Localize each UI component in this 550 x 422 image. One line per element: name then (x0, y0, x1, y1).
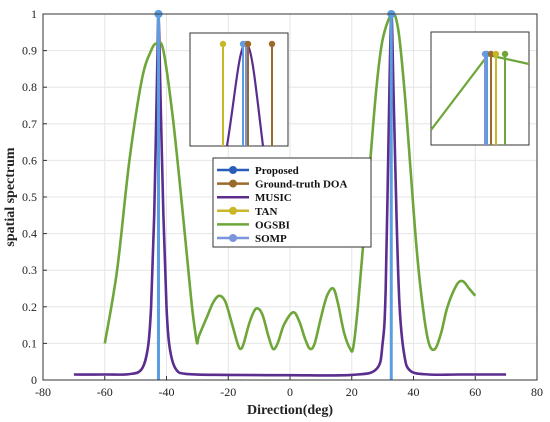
inset-tan-marker (219, 40, 227, 48)
x-tick-label: 20 (346, 385, 358, 399)
y-tick-label: 1 (31, 7, 37, 21)
x-tick-label: 80 (531, 385, 543, 399)
y-tick-label: 0.8 (22, 80, 37, 94)
legend-marker (229, 179, 237, 188)
x-tick-label: -20 (220, 385, 236, 399)
inset-ogsbi-marker (501, 50, 509, 58)
legend-box (212, 157, 372, 248)
y-tick-label: 0.6 (22, 153, 37, 167)
legend-label-proposed: Proposed (255, 165, 299, 177)
stem-layer (154, 10, 396, 380)
inset-ground-truth-doa-marker (487, 50, 495, 58)
zoom-inset-right-peak (430, 31, 530, 146)
y-tick-label: 0.9 (22, 44, 37, 58)
x-tick-label: 60 (469, 385, 481, 399)
y-tick-label: 0 (31, 373, 37, 387)
x-tick-label: 0 (287, 385, 293, 399)
x-axis-label: Direction(deg) (247, 403, 333, 418)
x-tick-label: -40 (159, 385, 175, 399)
x-tick-labels: -80 -60 -40 -20 0 20 40 60 80 (35, 385, 543, 399)
plot-frame (42, 13, 538, 381)
y-tick-label: 0.2 (22, 300, 37, 314)
legend-marker (229, 234, 237, 242)
ogsbi-curve (103, 12, 477, 353)
x-tick-label: -80 (35, 385, 51, 399)
x-tick-label: -60 (97, 385, 113, 399)
inset-tan-marker (492, 50, 500, 58)
inset-frame (189, 32, 289, 147)
series-layer (73, 12, 507, 377)
legend-marker (229, 166, 237, 174)
inset-ground-truth-doa-marker (244, 40, 252, 48)
inset-ground-truth-doa-marker (268, 40, 276, 48)
music-curve (73, 12, 507, 377)
zoom-inset-left-peak (189, 32, 289, 147)
legend-label-ogsbi: OGSBI (255, 219, 290, 231)
legend-label-somp: SOMP (255, 233, 287, 245)
legend-label-music: MUSIC (255, 192, 292, 204)
inset-frame (430, 31, 530, 146)
y-tick-label: 0.5 (22, 190, 37, 204)
legend-marker (229, 206, 237, 215)
y-tick-label: 0.1 (22, 336, 37, 350)
x-tick-label: 40 (408, 385, 420, 399)
y-tick-labels: 0 0.1 0.2 0.3 0.4 0.5 0.6 0.7 0.8 0.9 1 (22, 7, 37, 387)
y-axis-label: spatial spectrum (3, 147, 18, 247)
y-tick-label: 0.4 (22, 227, 37, 241)
legend-label-ground-truth-doa: Ground-truth DOA (255, 179, 347, 191)
legend-label-tan: TAN (255, 206, 277, 218)
y-tick-label: 0.7 (22, 117, 37, 131)
y-tick-label: 0.3 (22, 263, 37, 277)
